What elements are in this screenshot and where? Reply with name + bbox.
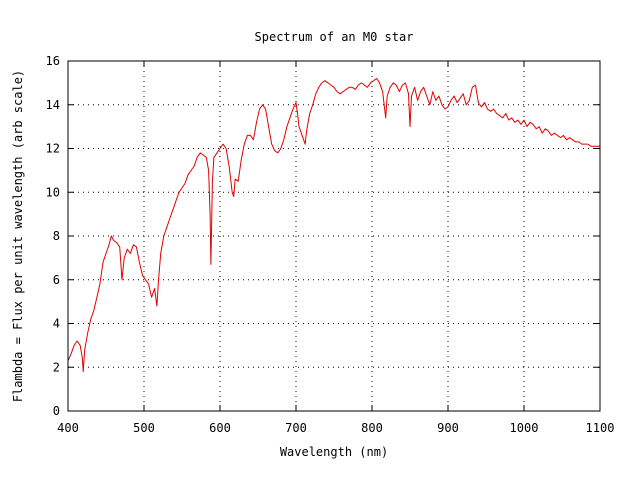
- series-layer: [67, 78, 600, 373]
- x-tick-label: 1000: [510, 421, 539, 435]
- spectrum-line: [67, 78, 600, 373]
- y-tick-label: 4: [53, 317, 60, 331]
- y-tick-label: 10: [46, 185, 60, 199]
- y-tick-label: 8: [53, 229, 60, 243]
- x-tick-label: 700: [285, 421, 307, 435]
- x-tick-label: 800: [361, 421, 383, 435]
- grid-layer: [68, 61, 600, 411]
- y-tick-label: 6: [53, 273, 60, 287]
- x-tick-label: 900: [437, 421, 459, 435]
- x-tick-label: 500: [133, 421, 155, 435]
- x-tick-label: 400: [57, 421, 79, 435]
- y-axis-label: Flambda = Flux per unit wavelength (arb …: [11, 70, 25, 402]
- y-tick-label: 0: [53, 404, 60, 418]
- y-tick-label: 14: [46, 98, 60, 112]
- chart-title: Spectrum of an M0 star: [255, 30, 414, 44]
- ticks-layer: 400 500 600 700 800 900 1000 1100 0 2 4 6 8 10 12 14 16: [46, 54, 615, 435]
- y-tick-label: 2: [53, 360, 60, 374]
- y-tick-label: 16: [46, 54, 60, 68]
- labels-layer: Spectrum of an M0 star Wavelength (nm) F…: [11, 30, 413, 459]
- y-tick-label: 12: [46, 142, 60, 156]
- x-tick-label: 600: [209, 421, 231, 435]
- x-tick-label: 1100: [586, 421, 615, 435]
- x-axis-label: Wavelength (nm): [280, 445, 388, 459]
